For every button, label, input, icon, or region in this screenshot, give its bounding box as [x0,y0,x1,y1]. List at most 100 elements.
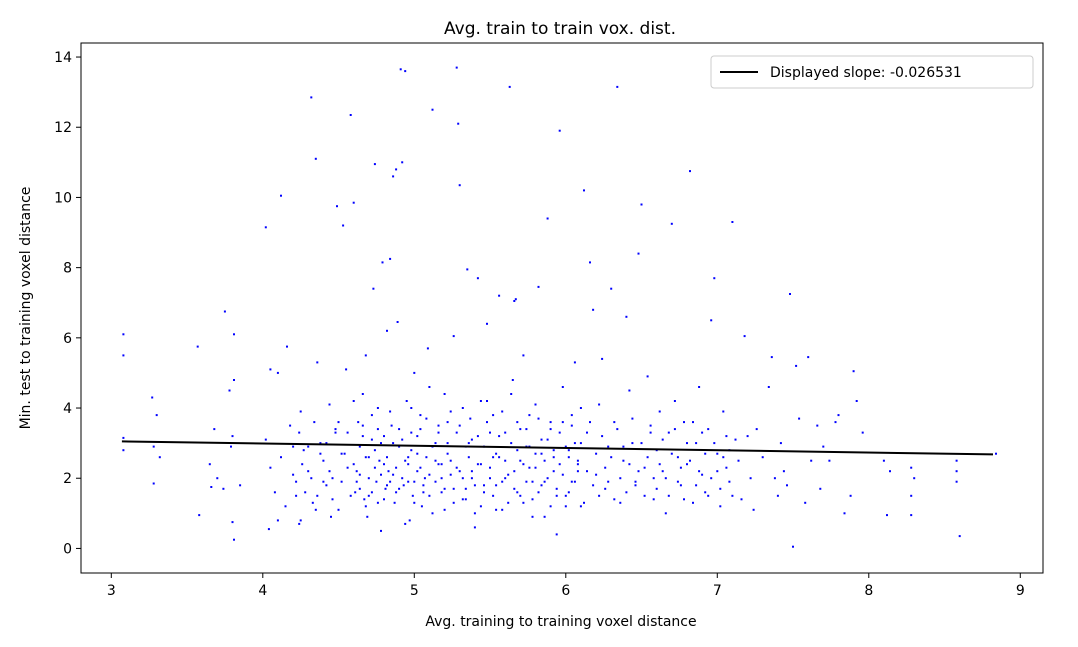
data-point [722,410,725,413]
data-point [299,519,302,522]
data-point [367,477,370,480]
data-point [540,438,543,441]
data-point [349,114,352,116]
data-point [431,108,434,111]
data-point [428,473,431,476]
data-point [504,431,507,434]
data-point [364,354,367,357]
data-point [552,449,555,452]
x-tick-label: 6 [561,583,570,599]
data-point [440,463,443,466]
fit-line-layer [121,440,994,456]
data-point [370,438,373,441]
data-point [834,421,837,424]
data-point [779,442,782,445]
data-point [404,459,407,462]
data-point [264,438,267,441]
data-point [889,470,891,473]
data-point [537,285,540,288]
data-point [619,501,622,504]
data-point [363,498,366,501]
data-point [655,487,658,490]
data-point [528,466,531,469]
data-point [410,431,413,434]
data-point [816,424,819,427]
data-point [364,505,367,508]
data-point [561,386,564,388]
data-point [761,456,764,459]
data-point [528,414,531,417]
data-point [416,435,419,438]
data-point [579,442,582,445]
data-point [440,491,443,494]
data-point [531,498,534,501]
data-point [122,449,125,452]
data-point [426,347,429,350]
data-point [782,470,785,473]
data-point [555,494,558,497]
data-point [373,163,376,166]
data-point [583,189,585,192]
x-axis-ticks: 3 4 5 6 7 8 9 [107,573,1025,599]
y-tick-label: 8 [63,261,72,277]
data-point [269,368,272,371]
data-point [401,477,404,480]
data-point [466,268,469,271]
data-point [719,505,722,508]
data-point [443,487,446,490]
data-point [843,512,846,515]
data-point [304,491,307,494]
plot-frame [80,42,1044,574]
chart-title: Avg. train to train vox. dist. [444,19,676,39]
data-point [389,480,392,483]
data-point [196,345,199,348]
data-point [467,456,470,459]
data-point [495,452,498,455]
data-point [428,386,431,388]
data-point [707,494,710,497]
data-point [507,473,510,476]
data-point [452,335,455,338]
data-point [267,528,270,531]
x-tick-label: 9 [1016,583,1025,599]
data-point [555,487,558,490]
data-point [786,484,788,487]
data-point [358,445,361,448]
data-point [155,414,158,417]
data-point [855,400,858,402]
data-point [310,477,313,480]
data-point [402,484,405,487]
data-point [589,421,591,424]
data-point [508,85,511,88]
data-point [543,480,546,483]
data-point [319,442,322,445]
data-point [628,389,631,392]
data-point [276,371,279,374]
data-point [289,424,292,427]
data-point [852,370,855,373]
data-point [610,456,613,459]
data-point [598,403,601,406]
data-point [511,379,514,381]
scatter-points [122,66,997,548]
data-point [452,487,455,490]
data-point [776,494,779,497]
data-point [420,505,423,508]
data-point [455,66,458,69]
data-point [122,354,125,357]
data-point [525,480,528,483]
data-point [392,442,395,445]
data-point [549,421,552,424]
data-point [228,389,231,392]
data-point [376,428,379,431]
data-point [331,498,334,501]
data-point [395,491,398,494]
data-point [519,494,522,497]
data-point [222,487,225,490]
data-point [576,470,579,473]
data-point [398,487,401,490]
data-point [676,456,679,459]
data-point [737,459,740,462]
data-point [389,257,392,260]
data-point [352,201,355,204]
